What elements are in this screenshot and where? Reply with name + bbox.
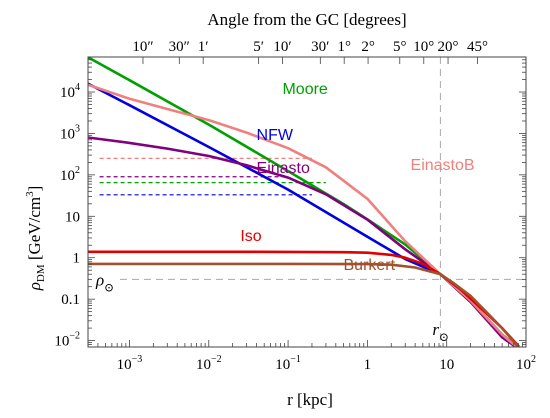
x-tick-label: 10−3 bbox=[117, 354, 143, 373]
x-tick-label: 10−1 bbox=[275, 354, 301, 373]
y-tick-label: 0.1 bbox=[61, 292, 80, 308]
y-tick-exponent: 2 bbox=[75, 165, 80, 176]
x-tick-base: 10 bbox=[275, 357, 290, 373]
top-axis-title: Angle from the GC [degrees] bbox=[207, 10, 406, 29]
x-tick-label: 102 bbox=[516, 354, 536, 373]
series-line-einastob bbox=[88, 83, 519, 347]
y-tick-base: 10 bbox=[60, 126, 75, 142]
y-tick-label: 103 bbox=[60, 123, 80, 142]
top-tick-label: 30′ bbox=[311, 39, 329, 55]
y-axis-units-close: ] bbox=[25, 186, 44, 192]
r-sun-symbol: r bbox=[432, 320, 439, 339]
x-tick-base: 10 bbox=[516, 357, 531, 373]
rho-sun-symbol: ρ bbox=[95, 270, 104, 289]
x-tick-label: 10 bbox=[439, 357, 454, 373]
r-sun-label: r⊙ bbox=[432, 320, 449, 344]
y-tick-base: 10 bbox=[60, 85, 75, 101]
series-line-burkert bbox=[88, 262, 520, 347]
series-line-iso bbox=[88, 250, 520, 347]
x-tick-label: 1 bbox=[364, 357, 372, 373]
series-line-moore bbox=[88, 57, 520, 347]
x-tick-exponent: −2 bbox=[211, 354, 222, 365]
plot-frame bbox=[87, 56, 527, 348]
density-curves bbox=[88, 57, 520, 347]
series-label-einasto: Einasto bbox=[257, 160, 310, 177]
x-tick-exponent: −1 bbox=[290, 354, 301, 365]
reference-lines: ρ⊙r⊙ bbox=[95, 57, 526, 347]
y-axis-subscript: DM bbox=[35, 264, 47, 282]
top-tick-label: 10″ bbox=[132, 39, 153, 55]
y-tick-label: 104 bbox=[60, 82, 80, 101]
top-tick-label: 20° bbox=[438, 39, 459, 55]
y-tick-base: 10 bbox=[60, 168, 75, 184]
dashed-levels bbox=[99, 157, 326, 196]
x-tick-base: 1 bbox=[364, 357, 372, 373]
x-axis-title: r [kpc] bbox=[287, 390, 333, 409]
top-tick-label: 5′ bbox=[253, 39, 264, 55]
x-tick-exponent: −3 bbox=[132, 354, 143, 365]
series-labels: Moore NFW Einasto EinastoB Iso Burkert bbox=[240, 81, 474, 274]
series-label-einastob: EinastoB bbox=[411, 157, 475, 174]
y-tick-label: 102 bbox=[60, 165, 80, 184]
top-tick-label: 5° bbox=[393, 39, 407, 55]
top-tick-label: 1′ bbox=[198, 39, 209, 55]
top-tick-label: 2° bbox=[361, 39, 375, 55]
rho-sun-subscript: ⊙ bbox=[104, 280, 114, 294]
top-tick-label: 10° bbox=[413, 39, 434, 55]
r-sun-subscript: ⊙ bbox=[439, 330, 449, 344]
top-tick-label: 10′ bbox=[273, 39, 291, 55]
x-tick-base: 10 bbox=[196, 357, 211, 373]
y-tick-label: 10−2 bbox=[54, 331, 80, 350]
series-label-nfw: NFW bbox=[257, 127, 294, 144]
y-axis-units-exponent: 3 bbox=[24, 191, 36, 197]
y-axis-symbol: ρ bbox=[25, 282, 44, 291]
x-tick-base: 10 bbox=[439, 357, 454, 373]
y-axis-units: [GeV/cm bbox=[25, 197, 44, 265]
top-tick-label: 30″ bbox=[169, 39, 190, 55]
y-tick-label: 10 bbox=[65, 209, 80, 225]
y-tick-exponent: 4 bbox=[75, 82, 80, 93]
top-tick-label: 45° bbox=[467, 39, 488, 55]
series-label-moore: Moore bbox=[282, 81, 327, 98]
y-tick-exponent: −2 bbox=[69, 331, 80, 342]
y-axis-title: ρDM [GeV/cm3] bbox=[24, 186, 47, 292]
series-line-nfw bbox=[88, 82, 519, 347]
y-tick-label: 1 bbox=[73, 251, 81, 267]
top-tick-label: 1° bbox=[337, 39, 351, 55]
rho-sun-label: ρ⊙ bbox=[95, 270, 114, 294]
x-tick-label: 10−2 bbox=[196, 354, 222, 373]
axis-ticks: 10−3 10−2 10−1 1 10 10210−20.111010210310410″… bbox=[54, 39, 536, 373]
x-tick-base: 10 bbox=[117, 357, 132, 373]
x-tick-exponent: 2 bbox=[531, 354, 536, 365]
series-label-burkert: Burkert bbox=[344, 257, 396, 274]
series-label-iso: Iso bbox=[240, 228, 261, 245]
y-tick-base: 10 bbox=[54, 334, 69, 350]
y-tick-exponent: 3 bbox=[75, 123, 80, 134]
